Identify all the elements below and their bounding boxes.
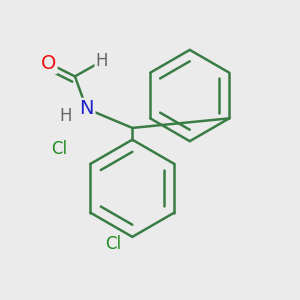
Text: O: O xyxy=(41,54,56,73)
Text: H: H xyxy=(96,52,108,70)
Text: Cl: Cl xyxy=(51,140,67,158)
Text: H: H xyxy=(60,107,72,125)
Text: Cl: Cl xyxy=(105,235,121,253)
Text: N: N xyxy=(80,99,94,118)
